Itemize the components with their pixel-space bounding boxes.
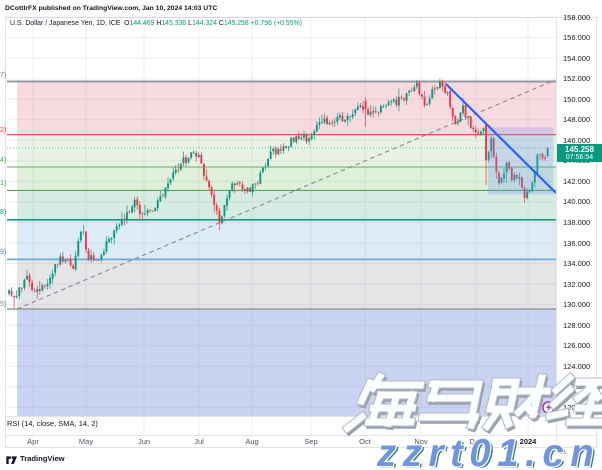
svg-text:zzrt01.cn: zzrt01.cn: [378, 434, 602, 470]
svg-text:zzrt01.cn: zzrt01.cn: [376, 432, 600, 470]
